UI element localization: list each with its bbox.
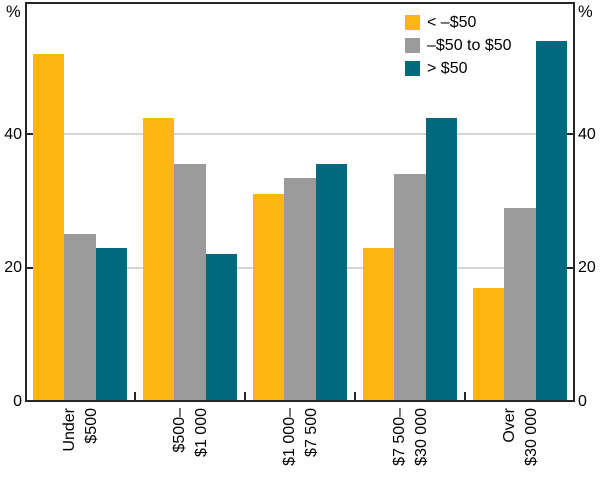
bar-50to50-cat1 — [64, 234, 96, 401]
legend-item-1: < –$50 — [405, 11, 512, 34]
y-tick-label-right-40: 40 — [578, 125, 596, 143]
bar-50to50-cat5 — [504, 207, 536, 401]
y-tick-label-left-40: 40 — [4, 125, 22, 143]
legend-swatch — [405, 61, 420, 76]
legend: < –$50 –$50 to $50 > $50 — [405, 11, 512, 80]
bar-50-cat2 — [205, 254, 237, 401]
bar-50-cat4 — [425, 117, 457, 401]
bar-50-cat1 — [95, 247, 127, 401]
x-axis-label-cat2: $500– $1 000 — [170, 408, 210, 457]
legend-item-2: –$50 to $50 — [405, 34, 512, 57]
legend-label: –$50 to $50 — [427, 37, 512, 54]
y-axis-unit-right: % — [578, 3, 593, 21]
gridline-40 — [27, 133, 573, 136]
x-boundary-tick-4 — [464, 392, 466, 401]
y-tick-right-20 — [567, 266, 573, 269]
bar-50-cat1 — [33, 54, 65, 401]
x-axis-label-cat3: $1 000– $7 500 — [280, 408, 320, 466]
bar-50-cat5 — [473, 287, 505, 401]
y-tick-label-left-0: 0 — [13, 392, 22, 410]
y-tick-right-40 — [567, 133, 573, 136]
y-axis-unit-left: % — [6, 3, 21, 21]
x-axis-label-cat4: $7 500– $30 000 — [390, 408, 430, 466]
legend-swatch — [405, 15, 420, 30]
x-axis-label-cat1: Under $500 — [60, 408, 100, 452]
bar-50-cat3 — [253, 194, 285, 401]
y-tick-label-right-0: 0 — [578, 392, 587, 410]
x-boundary-tick-2 — [244, 392, 246, 401]
bar-50-cat5 — [535, 41, 567, 401]
bar-50-cat3 — [315, 164, 347, 401]
x-boundary-tick-3 — [354, 392, 356, 401]
bar-50to50-cat4 — [394, 174, 426, 401]
y-tick-label-left-20: 20 — [4, 259, 22, 277]
bar-50-cat4 — [363, 247, 395, 401]
x-axis-label-cat5: Over $30 000 — [500, 408, 540, 466]
legend-label: < –$50 — [427, 14, 477, 31]
x-boundary-tick-1 — [134, 392, 136, 401]
y-tick-label-right-20: 20 — [578, 259, 596, 277]
bar-50to50-cat3 — [284, 177, 316, 401]
bar-50to50-cat2 — [174, 164, 206, 401]
bar-50-cat2 — [143, 117, 175, 401]
y-tick-left-20 — [27, 266, 33, 269]
legend-swatch — [405, 38, 420, 53]
y-tick-left-40 — [27, 133, 33, 136]
legend-item-3: > $50 — [405, 57, 512, 80]
legend-label: > $50 — [427, 60, 468, 77]
